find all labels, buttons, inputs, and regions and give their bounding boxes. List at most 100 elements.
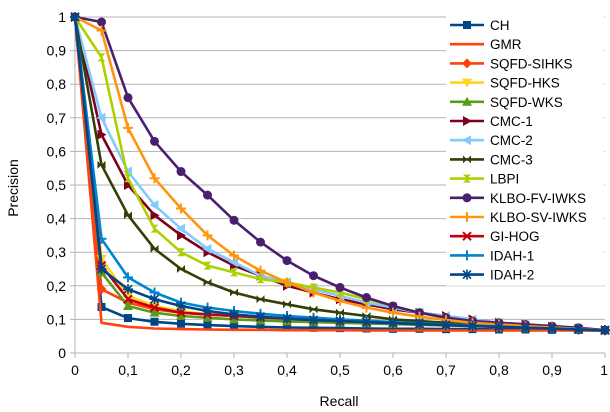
data-point <box>462 135 471 146</box>
legend-item: SQFD-WKS <box>450 95 563 110</box>
series-gmr <box>73 16 606 333</box>
data-point <box>463 21 471 29</box>
data-point <box>256 322 265 331</box>
data-point <box>97 302 106 311</box>
legend-label: KLBO-SV-IWKS <box>490 210 587 225</box>
data-point <box>149 294 160 305</box>
data-point <box>202 230 213 241</box>
data-point <box>203 261 212 270</box>
data-point <box>229 250 239 261</box>
data-point <box>494 321 504 332</box>
x-tick-label: 0,6 <box>383 362 403 378</box>
data-point <box>96 112 106 123</box>
data-point <box>462 193 472 203</box>
data-point <box>97 17 106 27</box>
data-point <box>547 323 557 334</box>
data-point <box>149 302 160 313</box>
y-tick-label: 0,7 <box>47 110 67 126</box>
legend-label: GMR <box>490 37 522 52</box>
data-point <box>520 322 531 333</box>
series-layer <box>70 12 610 336</box>
x-tick-label: 0,3 <box>224 362 244 378</box>
legend-item: IDAH-1 <box>450 248 534 263</box>
data-point <box>388 301 398 311</box>
y-tick-label: 0,8 <box>47 76 67 92</box>
data-point <box>256 275 265 284</box>
data-point <box>176 300 186 311</box>
data-point <box>256 295 265 304</box>
data-point <box>230 288 238 297</box>
series-klbo-fv-iwks <box>70 12 610 335</box>
data-point <box>203 321 212 330</box>
legend-label: KLBO-FV-IWKS <box>490 191 586 206</box>
data-point <box>462 231 472 241</box>
legend-item: GI-HOG <box>450 229 540 244</box>
data-point <box>309 305 318 314</box>
x-tick-label: 1 <box>600 362 608 378</box>
data-point <box>463 116 472 126</box>
legend-item: SQFD-SIHKS <box>450 56 573 71</box>
legend-item: CMC-1 <box>450 114 533 129</box>
data-point <box>124 314 132 323</box>
legend-label: CH <box>490 18 510 33</box>
data-point <box>149 173 160 184</box>
x-tick-label: 0,7 <box>436 362 456 378</box>
data-point <box>388 307 398 318</box>
legend-item: GMR <box>450 37 522 52</box>
legend-item: KLBO-SV-IWKS <box>450 210 587 225</box>
data-point <box>229 309 239 320</box>
data-point <box>230 322 238 331</box>
data-point <box>462 212 472 222</box>
data-point <box>229 257 238 268</box>
data-point <box>203 190 212 200</box>
data-point <box>97 129 107 140</box>
legend-item: KLBO-FV-IWKS <box>450 191 586 206</box>
y-tick-label: 0,2 <box>47 278 67 294</box>
data-point <box>203 278 212 287</box>
data-point <box>362 324 371 333</box>
data-point <box>308 315 319 326</box>
data-point <box>97 53 106 62</box>
data-point <box>176 167 186 177</box>
data-point <box>96 284 107 295</box>
data-point <box>283 323 291 332</box>
data-point <box>177 230 186 241</box>
data-point <box>441 320 451 331</box>
data-point <box>309 283 318 292</box>
legend-item: IDAH-2 <box>450 268 534 283</box>
y-tick-label: 0,9 <box>47 43 67 59</box>
y-tick-label: 0,6 <box>47 143 67 159</box>
data-point <box>361 317 372 328</box>
series-idah-2 <box>70 12 610 336</box>
data-point <box>124 174 132 183</box>
data-point <box>414 319 425 330</box>
data-point <box>309 271 318 281</box>
data-point <box>177 248 185 257</box>
x-axis-title: Recall <box>320 393 359 409</box>
data-point <box>202 243 212 254</box>
x-tick-label: 0,5 <box>330 362 350 378</box>
data-point <box>97 160 106 169</box>
x-tick-label: 0 <box>71 362 79 378</box>
y-tick-label: 0 <box>58 345 66 361</box>
legend-box <box>446 11 604 286</box>
data-point <box>96 264 107 274</box>
data-point <box>283 300 291 309</box>
data-point <box>150 136 159 146</box>
data-point <box>202 306 213 316</box>
data-point <box>463 155 471 164</box>
legend: CH GMR SQFD-SIHKS SQFD-HKS SQFD-WKS CMC-1 CMC-… <box>446 11 604 286</box>
legend-label: LBPI <box>490 172 519 187</box>
data-point <box>124 180 133 190</box>
data-point <box>462 78 472 88</box>
data-point <box>361 302 372 313</box>
data-point <box>202 312 213 322</box>
data-point <box>282 313 292 324</box>
y-tick-label: 0,5 <box>47 177 67 193</box>
data-point <box>362 293 371 303</box>
data-point <box>462 58 472 69</box>
data-point <box>229 215 239 225</box>
legend-label: CMC-1 <box>490 114 533 129</box>
